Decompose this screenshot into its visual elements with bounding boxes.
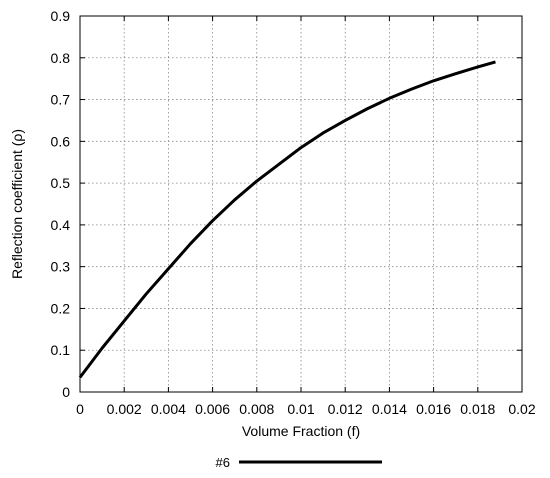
y-tick-label: 0.6 — [51, 133, 71, 149]
x-tick-label: 0.012 — [328, 401, 363, 417]
grid — [80, 16, 522, 392]
legend: #6 — [216, 455, 382, 470]
x-tick-label: 0 — [76, 401, 84, 417]
y-tick-label: 0.1 — [51, 342, 71, 358]
x-axis-label: Volume Fraction (f) — [242, 423, 360, 439]
axis-ticks: 0 0.002 0.004 0.006 0.008 0.01 0.012 0.014 0.016… — [51, 8, 536, 417]
y-tick-label: 0.5 — [51, 175, 71, 191]
x-tick-label: 0.01 — [287, 401, 314, 417]
legend-label: #6 — [216, 455, 230, 470]
x-tick-label: 0.004 — [151, 401, 186, 417]
y-tick-label: 0.4 — [51, 217, 71, 233]
x-tick-label: 0.002 — [107, 401, 142, 417]
series-layer — [78, 60, 496, 379]
x-tick-label: 0.014 — [372, 401, 407, 417]
y-tick-label: 0.7 — [51, 92, 71, 108]
x-tick-label: 0.018 — [460, 401, 495, 417]
y-axis-label: Reflection coefficient (ρ) — [9, 129, 25, 279]
y-tick-label: 0.2 — [51, 300, 71, 316]
series-line — [78, 60, 496, 379]
y-tick-label: 0 — [62, 384, 70, 400]
y-tick-label: 0.8 — [51, 50, 71, 66]
x-tick-label: 0.008 — [239, 401, 274, 417]
y-tick-label: 0.3 — [51, 259, 71, 275]
x-tick-label: 0.02 — [508, 401, 535, 417]
x-tick-label: 0.016 — [416, 401, 451, 417]
x-tick-label: 0.006 — [195, 401, 230, 417]
y-tick-label: 0.9 — [51, 8, 71, 24]
